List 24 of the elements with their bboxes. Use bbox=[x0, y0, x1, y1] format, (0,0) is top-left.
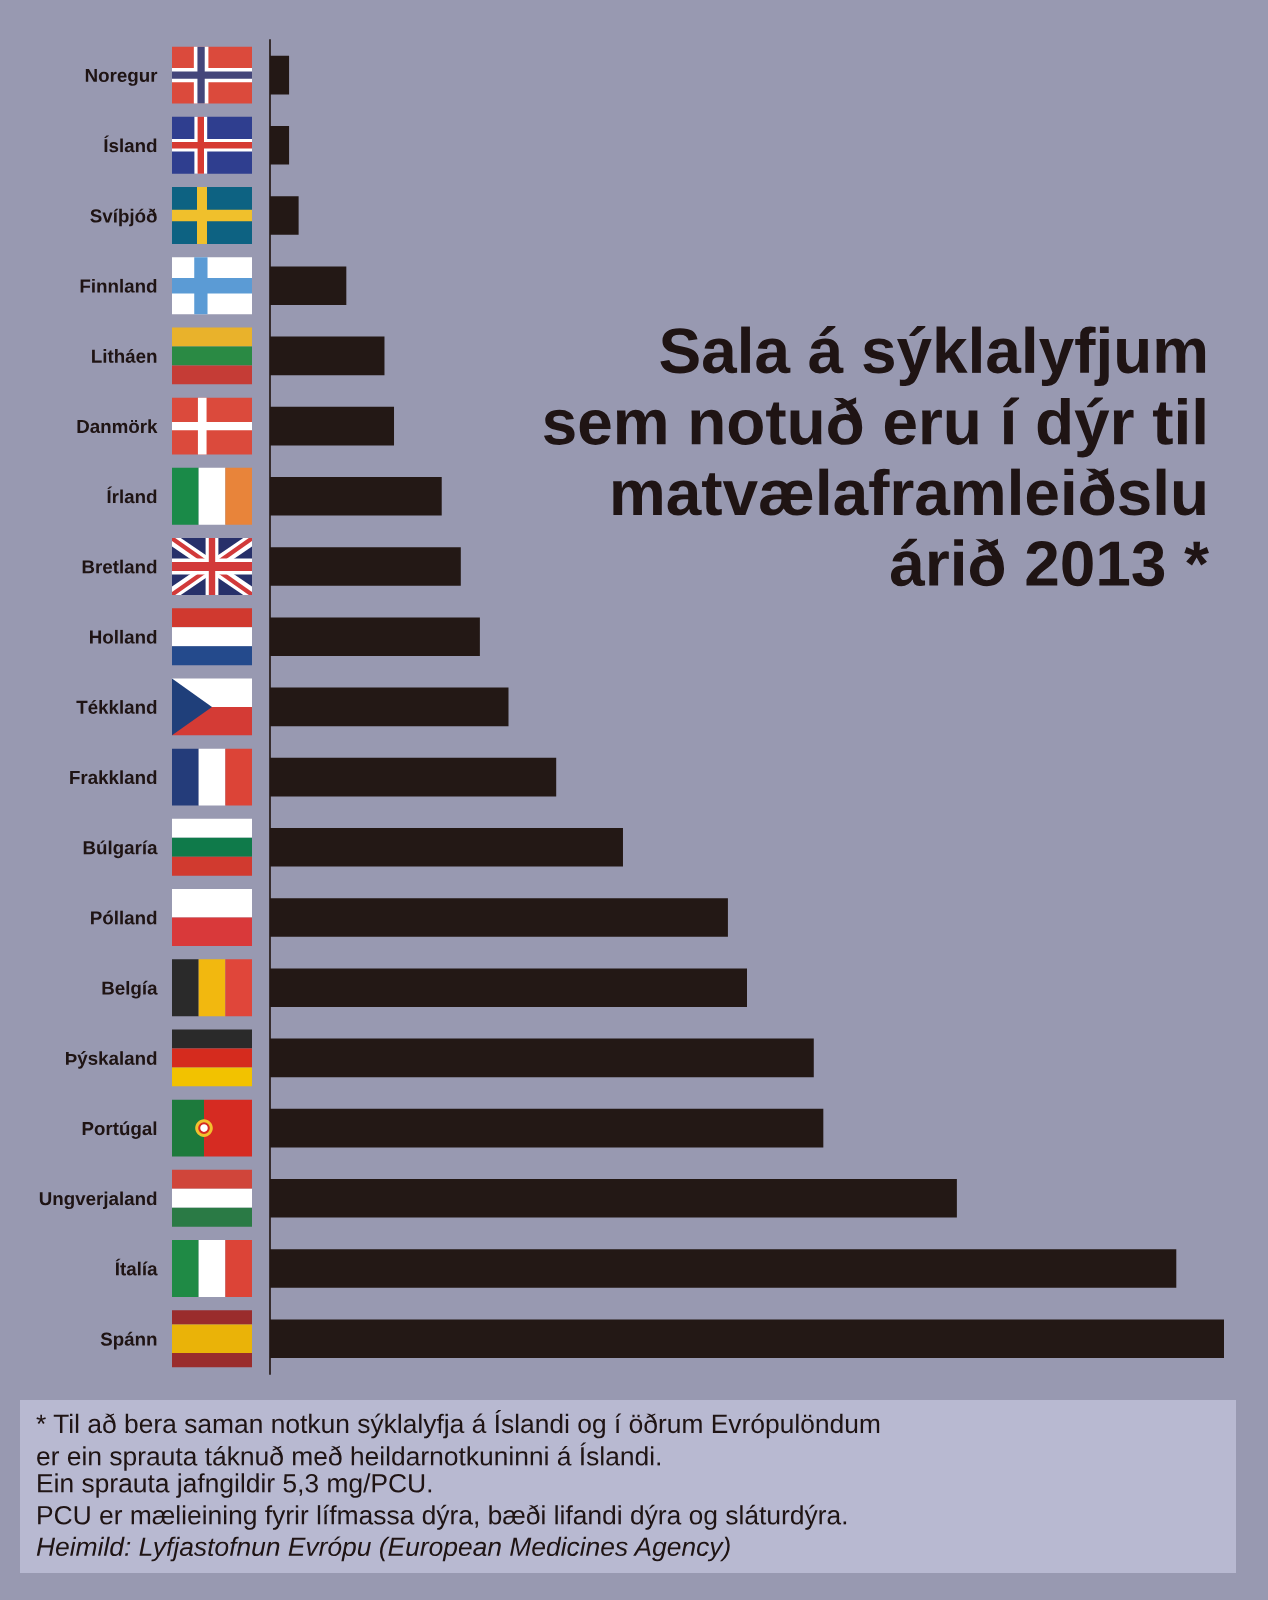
text: * Til að bera saman notkun sýklalyfja á Íslandi og í öðrum Evrópulöndum er ein sprauta táknuð með heildarnotkuninni á Íslandi. bbox=[36, 1410, 880, 1471]
y-tick-label: Portúgal bbox=[82, 1121, 157, 1139]
text: PCU er mælieining fyrir lífmassa dýra, bæði lifandi dýra og sláturdýra. bbox=[38, 1504, 847, 1530]
y-tick-label: Ungverjaland bbox=[39, 1191, 157, 1210]
y-tick-label: Holland bbox=[90, 629, 157, 644]
y-tick-label: Spánn bbox=[100, 1331, 157, 1350]
y-tick-label: Írland bbox=[107, 486, 157, 504]
y-tick-label: Tékkland bbox=[76, 699, 157, 714]
y-tick-label: Finnland bbox=[80, 278, 157, 293]
y-tick-label: Litháen bbox=[92, 348, 157, 363]
text: Ein sprauta jafngildir 5,3 mg/PCU. bbox=[38, 1473, 432, 1498]
y-tick-label: Noregur bbox=[85, 68, 158, 86]
y-tick-label: Frakkland bbox=[70, 770, 157, 785]
y-tick-label: Pólland bbox=[91, 910, 157, 925]
y-tick-label: Belgía bbox=[102, 980, 158, 999]
y-tick-label: Danmörk bbox=[77, 419, 158, 434]
text: Sala á sýklalyfjum sem notuð eru í dýr til matvælaframleiðslu árið 2013 * bbox=[543, 326, 1209, 587]
y-tick-label: Ísland bbox=[104, 135, 157, 153]
y-tick-label: Bretland bbox=[82, 559, 157, 574]
y-tick-label: Þýskaland bbox=[66, 1051, 157, 1069]
text: Heimild: Lyfjastofnun Evrópu (European Medicines Agency) bbox=[36, 1536, 730, 1562]
y-tick-label: Búlgaría bbox=[83, 840, 158, 859]
y-tick-label: Svíþjóð bbox=[90, 208, 157, 227]
y-tick-label: Ítalía bbox=[115, 1258, 158, 1276]
